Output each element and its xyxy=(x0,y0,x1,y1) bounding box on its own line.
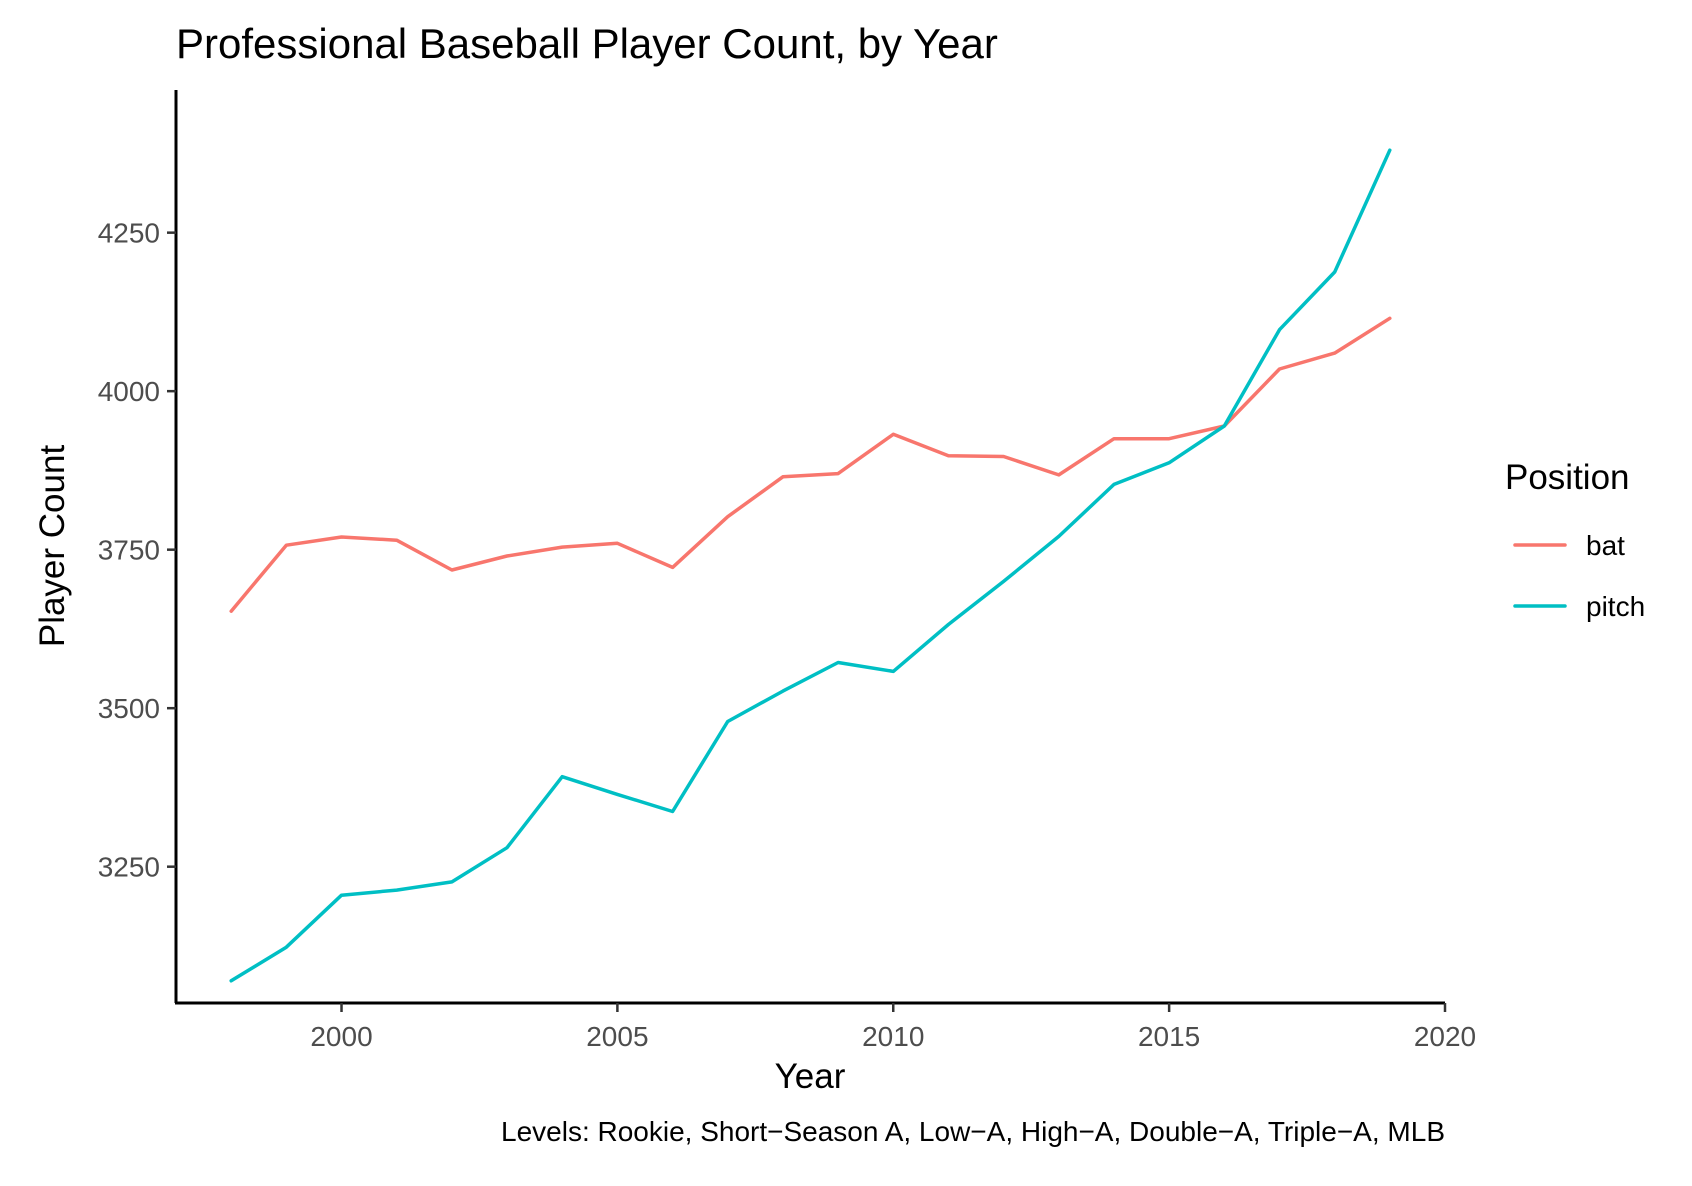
legend-title: Position xyxy=(1505,458,1630,497)
legend-label-bat: bat xyxy=(1586,530,1625,561)
y-tick-label: 4250 xyxy=(98,218,160,249)
y-axis-title: Player Count xyxy=(33,445,72,648)
chart-caption: Levels: Rookie, Short−Season A, Low−A, H… xyxy=(501,1116,1445,1147)
x-tick-label: 2015 xyxy=(1138,1021,1200,1052)
legend: Position bat pitch xyxy=(1505,458,1645,622)
series-line-bat xyxy=(229,316,1392,613)
x-tick-label: 2000 xyxy=(310,1021,372,1052)
y-axis-ticks: 3250 3500 3750 4000 4250 xyxy=(98,218,176,883)
plot-lines xyxy=(229,148,1392,983)
chart-title: Professional Baseball Player Count, by Y… xyxy=(176,20,998,67)
x-tick-label: 2010 xyxy=(862,1021,924,1052)
x-tick-label: 2020 xyxy=(1414,1021,1476,1052)
series-line-pitch xyxy=(229,148,1392,983)
legend-label-pitch: pitch xyxy=(1586,591,1645,622)
y-tick-label: 4000 xyxy=(98,376,160,407)
x-axis-title: Year xyxy=(775,1057,846,1096)
x-axis-ticks: 2000 2005 2010 2015 2020 xyxy=(310,1003,1476,1052)
y-tick-label: 3250 xyxy=(98,852,160,883)
y-tick-label: 3750 xyxy=(98,535,160,566)
y-tick-label: 3500 xyxy=(98,693,160,724)
x-tick-label: 2005 xyxy=(586,1021,648,1052)
